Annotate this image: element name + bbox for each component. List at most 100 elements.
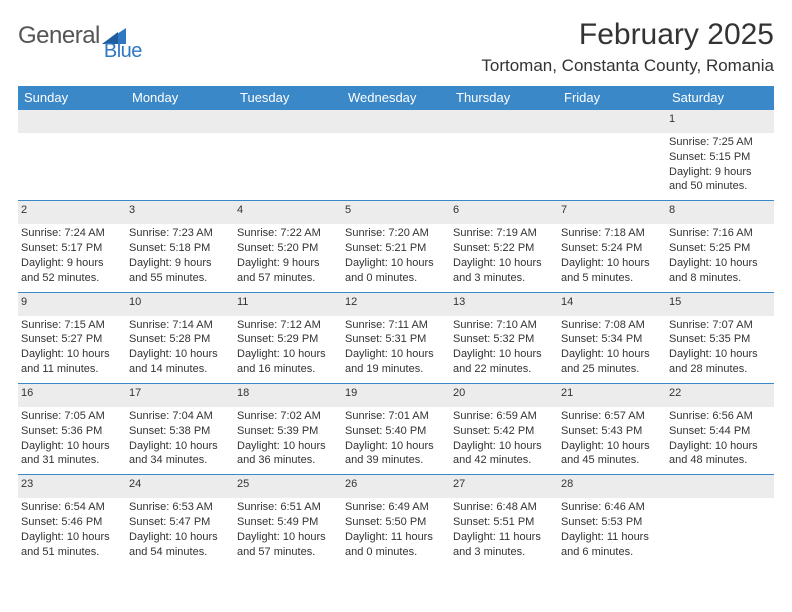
- day-content-cell: Sunrise: 7:05 AMSunset: 5:36 PMDaylight:…: [18, 407, 126, 475]
- day-content-cell: Sunrise: 7:18 AMSunset: 5:24 PMDaylight:…: [558, 224, 666, 292]
- daylight-text: Daylight: 10 hours and 28 minutes.: [669, 347, 771, 377]
- sunrise-text: Sunrise: 7:22 AM: [237, 226, 339, 241]
- day-number-cell: 26: [342, 475, 450, 498]
- day-number: 1: [669, 113, 675, 125]
- day-content-cell: Sunrise: 7:15 AMSunset: 5:27 PMDaylight:…: [18, 316, 126, 384]
- day-content-cell: Sunrise: 6:59 AMSunset: 5:42 PMDaylight:…: [450, 407, 558, 475]
- weekday-header: Tuesday: [234, 86, 342, 110]
- day-number-cell: 21: [558, 384, 666, 407]
- day-content-cell: Sunrise: 7:12 AMSunset: 5:29 PMDaylight:…: [234, 316, 342, 384]
- weekday-header: Wednesday: [342, 86, 450, 110]
- day-content-row: Sunrise: 6:54 AMSunset: 5:46 PMDaylight:…: [18, 498, 774, 566]
- daylight-text: Daylight: 10 hours and 51 minutes.: [21, 530, 123, 560]
- day-number-cell: 22: [666, 384, 774, 407]
- day-content-cell: [18, 133, 126, 201]
- daylight-text: Daylight: 10 hours and 19 minutes.: [345, 347, 447, 377]
- sunset-text: Sunset: 5:49 PM: [237, 515, 339, 530]
- sunrise-text: Sunrise: 6:56 AM: [669, 409, 771, 424]
- day-number-cell: [558, 110, 666, 133]
- day-number: 10: [129, 296, 141, 308]
- sunset-text: Sunset: 5:22 PM: [453, 241, 555, 256]
- sunrise-text: Sunrise: 6:48 AM: [453, 500, 555, 515]
- day-content-cell: Sunrise: 7:19 AMSunset: 5:22 PMDaylight:…: [450, 224, 558, 292]
- day-number-cell: 12: [342, 292, 450, 315]
- day-content-cell: Sunrise: 6:46 AMSunset: 5:53 PMDaylight:…: [558, 498, 666, 566]
- day-number: 9: [21, 296, 27, 308]
- sunrise-text: Sunrise: 7:14 AM: [129, 318, 231, 333]
- sunset-text: Sunset: 5:18 PM: [129, 241, 231, 256]
- daylight-text: Daylight: 10 hours and 14 minutes.: [129, 347, 231, 377]
- day-content-cell: Sunrise: 7:24 AMSunset: 5:17 PMDaylight:…: [18, 224, 126, 292]
- sunset-text: Sunset: 5:50 PM: [345, 515, 447, 530]
- day-content-cell: [450, 133, 558, 201]
- day-number-cell: 3: [126, 201, 234, 224]
- day-number-cell: 14: [558, 292, 666, 315]
- daylight-text: Daylight: 10 hours and 0 minutes.: [345, 256, 447, 286]
- day-number: 28: [561, 478, 573, 490]
- day-content-cell: Sunrise: 6:56 AMSunset: 5:44 PMDaylight:…: [666, 407, 774, 475]
- sunset-text: Sunset: 5:28 PM: [129, 332, 231, 347]
- day-number-cell: 19: [342, 384, 450, 407]
- daylight-text: Daylight: 10 hours and 45 minutes.: [561, 439, 663, 469]
- day-number: 4: [237, 204, 243, 216]
- sunset-text: Sunset: 5:27 PM: [21, 332, 123, 347]
- day-number-cell: 16: [18, 384, 126, 407]
- day-number-cell: [450, 110, 558, 133]
- day-number-cell: 20: [450, 384, 558, 407]
- day-number-cell: 1: [666, 110, 774, 133]
- day-number-cell: 24: [126, 475, 234, 498]
- location-subtitle: Tortoman, Constanta County, Romania: [481, 56, 774, 76]
- daylight-text: Daylight: 10 hours and 25 minutes.: [561, 347, 663, 377]
- daylight-text: Daylight: 10 hours and 36 minutes.: [237, 439, 339, 469]
- sunrise-text: Sunrise: 7:11 AM: [345, 318, 447, 333]
- day-number: 25: [237, 478, 249, 490]
- daylight-text: Daylight: 9 hours and 55 minutes.: [129, 256, 231, 286]
- day-number-cell: 17: [126, 384, 234, 407]
- sunset-text: Sunset: 5:36 PM: [21, 424, 123, 439]
- day-number: 27: [453, 478, 465, 490]
- day-number-cell: 13: [450, 292, 558, 315]
- day-number-cell: 15: [666, 292, 774, 315]
- day-number: 8: [669, 204, 675, 216]
- sunrise-text: Sunrise: 6:54 AM: [21, 500, 123, 515]
- daylight-text: Daylight: 11 hours and 0 minutes.: [345, 530, 447, 560]
- weekday-header: Monday: [126, 86, 234, 110]
- sunrise-text: Sunrise: 7:25 AM: [669, 135, 771, 150]
- sunset-text: Sunset: 5:38 PM: [129, 424, 231, 439]
- day-number: 18: [237, 387, 249, 399]
- day-number: 3: [129, 204, 135, 216]
- sunrise-text: Sunrise: 7:23 AM: [129, 226, 231, 241]
- day-number: 26: [345, 478, 357, 490]
- logo-word-2: Blue: [104, 40, 142, 63]
- day-number: 16: [21, 387, 33, 399]
- sunset-text: Sunset: 5:35 PM: [669, 332, 771, 347]
- sunset-text: Sunset: 5:20 PM: [237, 241, 339, 256]
- sunrise-text: Sunrise: 6:57 AM: [561, 409, 663, 424]
- sunset-text: Sunset: 5:21 PM: [345, 241, 447, 256]
- day-content-cell: Sunrise: 6:57 AMSunset: 5:43 PMDaylight:…: [558, 407, 666, 475]
- day-content-cell: Sunrise: 7:11 AMSunset: 5:31 PMDaylight:…: [342, 316, 450, 384]
- daylight-text: Daylight: 10 hours and 16 minutes.: [237, 347, 339, 377]
- day-number-row: 9101112131415: [18, 292, 774, 315]
- day-content-cell: [126, 133, 234, 201]
- day-content-row: Sunrise: 7:05 AMSunset: 5:36 PM Daylight:…: [18, 407, 774, 475]
- sunrise-text: Sunrise: 7:02 AM: [237, 409, 339, 424]
- day-content-cell: Sunrise: 7:04 AMSunset: 5:38 PMDaylight:…: [126, 407, 234, 475]
- logo: General Blue: [18, 18, 168, 50]
- sunset-text: Sunset: 5:32 PM: [453, 332, 555, 347]
- day-number: 2: [21, 204, 27, 216]
- sunrise-text: Sunrise: 7:05 AM: [21, 409, 123, 424]
- month-title: February 2025: [481, 18, 774, 52]
- daylight-text: Daylight: 10 hours and 22 minutes.: [453, 347, 555, 377]
- daylight-text: Daylight: 10 hours and 54 minutes.: [129, 530, 231, 560]
- sunrise-text: Sunrise: 7:15 AM: [21, 318, 123, 333]
- sunrise-text: Sunrise: 7:16 AM: [669, 226, 771, 241]
- calendar-table: Sunday Monday Tuesday Wednesday Thursday…: [18, 86, 774, 566]
- sunrise-text: Sunrise: 7:18 AM: [561, 226, 663, 241]
- sunrise-text: Sunrise: 7:01 AM: [345, 409, 447, 424]
- day-number-cell: 4: [234, 201, 342, 224]
- day-number-cell: [126, 110, 234, 133]
- sunrise-text: Sunrise: 6:46 AM: [561, 500, 663, 515]
- sunset-text: Sunset: 5:44 PM: [669, 424, 771, 439]
- day-number: 13: [453, 296, 465, 308]
